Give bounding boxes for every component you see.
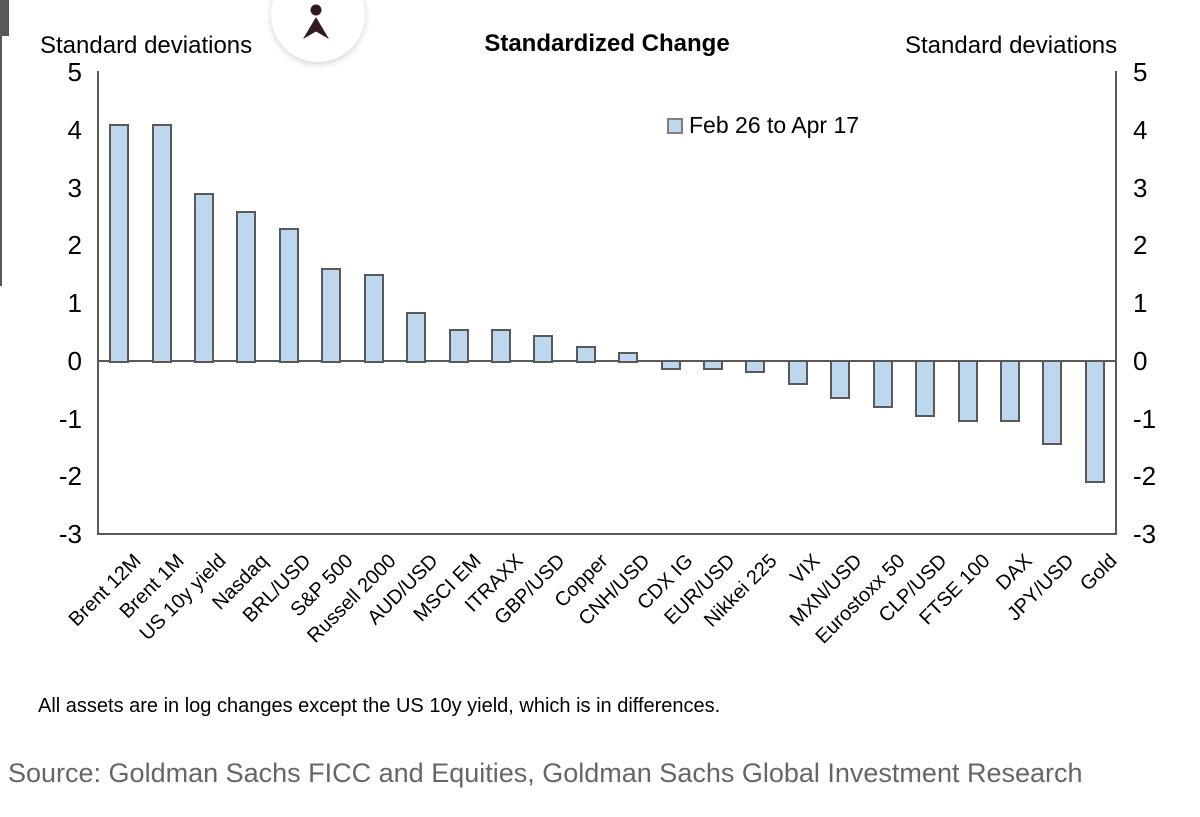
bar [109,123,130,363]
y-tick-left [0,12,9,14]
y-tick-label-right: 0 [1133,345,1148,376]
y-tick-label-left: 1 [67,288,82,318]
y-tick-left [0,0,9,2]
y-tick-right [0,18,9,20]
bar [787,359,808,385]
x-axis-label: Gold [1075,550,1122,596]
bar [999,359,1020,423]
y-tick-label-right: -3 [1133,519,1157,549]
x-tick [0,186,2,196]
x-tick [0,66,2,76]
bar [915,359,936,417]
y-tick-label-left: 0 [67,345,82,376]
y-tick-right [0,10,9,12]
bar [194,193,215,363]
x-tick [0,236,2,246]
x-tick [0,246,2,256]
bar [830,359,851,400]
y-axis-line-right [1115,71,1117,535]
zero-line [98,360,1116,362]
x-tick [0,206,2,216]
y-tick-label-right: 3 [1133,172,1148,203]
x-tick [0,216,2,226]
x-tick [0,276,2,286]
y-tick-label-right: -2 [1133,461,1157,492]
x-tick [0,86,2,96]
y-axis-title-right: Standard deviations [905,32,1118,59]
y-tick-label-left: -2 [58,461,82,492]
x-tick [0,46,2,56]
bar [660,359,681,371]
y-tick-left [0,32,9,34]
y-tick-right [0,6,9,8]
bar [406,311,427,363]
x-tick [0,196,2,206]
bar [745,359,766,374]
x-tick [0,256,2,266]
x-tick [0,96,2,106]
bar [321,268,342,363]
bar [448,328,469,363]
x-tick [0,156,2,166]
bar [490,328,511,363]
x-tick [0,106,2,116]
bar [703,359,724,371]
y-tick-label-left: 2 [67,230,82,261]
y-tick-label-left: -1 [58,403,82,434]
y-tick-label-left: -3 [58,519,82,549]
y-tick-left [0,4,9,6]
bar [872,359,893,408]
bar [1042,359,1063,446]
chart-title: Standardized Change [484,30,730,57]
footnote: All assets are in log changes except the… [38,695,721,717]
x-tick [0,176,2,186]
y-tick-right [0,22,9,24]
y-tick-label-right: -1 [1133,403,1157,434]
bar [236,210,257,363]
bar [151,123,172,363]
y-tick-label-right: 1 [1133,288,1148,318]
y-tick-label-right: 2 [1133,230,1148,261]
y-tick-label-right: 5 [1133,57,1148,87]
bar [363,274,384,363]
x-tick [0,146,2,156]
x-tick [0,136,2,146]
y-tick-right [0,2,9,4]
legend-label: Feb 26 to Apr 17 [689,112,860,138]
x-tick [0,36,2,46]
y-tick-label-left: 4 [67,114,82,145]
x-tick [0,76,2,86]
y-axis-title-left: Standard deviations [40,32,253,59]
bar [618,352,639,363]
x-tick [0,126,2,136]
bar [278,227,299,363]
y-tick-label-left: 5 [67,57,82,87]
bar [575,346,596,363]
y-tick-right [0,26,9,28]
x-axis-bottom-line [97,533,1117,535]
y-tick-left [0,20,9,22]
x-tick [0,116,2,126]
y-tick-right [0,30,9,32]
y-tick-left [0,28,9,30]
x-tick [0,226,2,236]
y-tick-label-left: 3 [67,172,82,203]
y-tick-right [0,34,9,36]
y-tick-right [0,14,9,16]
y-tick-left [0,8,9,10]
source-line: Source: Goldman Sachs FICC and Equities,… [8,758,1083,788]
y-tick-label-right: 4 [1133,114,1148,145]
bar [1084,359,1105,484]
x-tick [0,166,2,176]
x-tick [0,266,2,276]
bar [957,359,978,423]
y-tick-left [0,16,9,18]
legend-swatch [667,118,683,134]
bar [533,334,554,363]
y-axis-line-left [97,71,99,535]
y-tick-left [0,24,9,26]
x-tick [0,56,2,66]
plot-area: Brent 12M Brent 1M US 10y yield Nasdaq BRL/U… [0,0,1200,648]
